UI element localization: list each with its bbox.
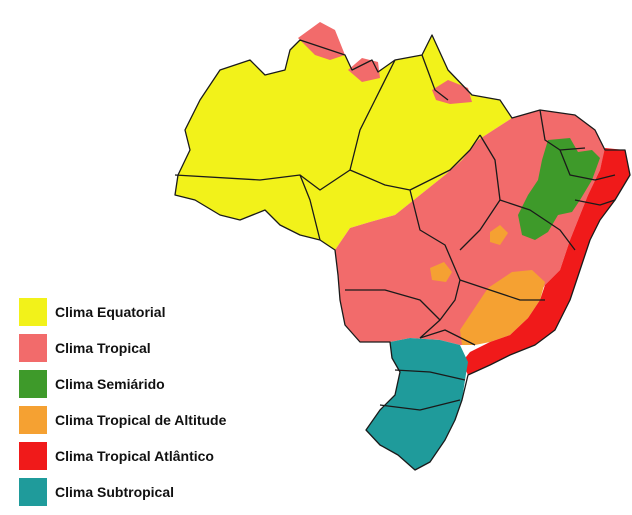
legend-label-tropical-altitude: Clima Tropical de Altitude	[55, 412, 227, 428]
state-borders	[174, 34, 631, 471]
legend-swatch-tropical-atlantico	[19, 442, 47, 470]
legend-swatch-semiarido	[19, 370, 47, 398]
legend-item-tropical: Clima Tropical	[19, 334, 279, 362]
region-clima-subtropical	[366, 338, 468, 470]
region-clima-tropical-de-altitude-patch	[430, 262, 452, 282]
legend-swatch-tropical-altitude	[19, 406, 47, 434]
region-clima-semiarido	[518, 138, 600, 240]
region-clima-tropical-atlantico	[462, 148, 630, 375]
legend-item-tropical-altitude: Clima Tropical de Altitude	[19, 406, 279, 434]
legend-label-subtropical: Clima Subtropical	[55, 484, 175, 500]
legend-swatch-subtropical	[19, 478, 47, 506]
region-clima-tropical-north-patch	[432, 80, 472, 104]
legend-swatch-equatorial	[19, 298, 47, 326]
legend-item-semiarido: Clima Semiárido	[19, 370, 279, 398]
legend-label-equatorial: Clima Equatorial	[55, 304, 166, 320]
region-clima-tropical-north-patch	[348, 58, 380, 82]
legend-item-tropical-atlantico: Clima Tropical Atlântico	[19, 442, 279, 470]
region-clima-equatorial	[175, 35, 512, 250]
legend-swatch-tropical	[19, 334, 47, 362]
region-clima-tropical-de-altitude	[460, 270, 545, 345]
legend-label-tropical: Clima Tropical	[55, 340, 151, 356]
legend-item-equatorial: Clima Equatorial	[19, 298, 279, 326]
legend-label-semiarido: Clima Semiárido	[55, 376, 165, 392]
legend-item-subtropical: Clima Subtropical	[19, 478, 279, 506]
region-clima-tropical-de-altitude-patch	[490, 225, 508, 245]
legend-label-tropical-atlantico: Clima Tropical Atlântico	[55, 448, 214, 464]
